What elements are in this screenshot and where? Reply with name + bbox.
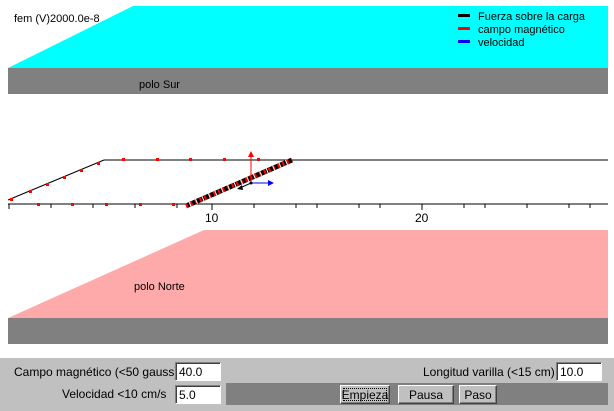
field-marker [97, 162, 100, 165]
field-strength-input[interactable] [175, 362, 221, 381]
rod-length-label: Longitud varilla (<15 cm) [423, 365, 555, 379]
field-marker [63, 176, 66, 179]
velocity-label: Velocidad <10 cm/s [62, 387, 167, 401]
legend: Fuerza sobre la carga campo magnético ve… [458, 11, 586, 49]
legend-label-force: Fuerza sobre la carga [478, 11, 586, 23]
north-pole-label: polo Norte [134, 281, 185, 293]
velocity-vector-arrowhead [268, 180, 274, 186]
field-marker [139, 203, 142, 206]
legend-swatch-velocity [458, 40, 470, 43]
force-vector-arrowhead [237, 185, 243, 190]
field-marker [46, 183, 49, 186]
field-marker [172, 203, 175, 206]
field-marker [189, 158, 192, 161]
field-marker [257, 158, 260, 161]
field-marker [10, 198, 13, 201]
field-strength-label: Campo magnético (<50 gauss) [14, 365, 179, 379]
legend-swatch-field [458, 27, 470, 30]
south-pole-face [8, 6, 608, 68]
field-marker [29, 190, 32, 193]
scale-tick-label-20: 20 [415, 211, 429, 225]
pause-button[interactable]: Pausa [398, 385, 454, 404]
field-marker [105, 203, 108, 206]
north-pole-face [8, 230, 608, 318]
field-vector-arrowhead [248, 151, 254, 157]
legend-label-field: campo magnético [478, 24, 565, 36]
scale-ticks [8, 204, 591, 210]
south-pole-label: polo Sur [139, 79, 180, 91]
scale-tick-label-10: 10 [205, 211, 219, 225]
emf-readout: fem (V)2000.0e-8 [14, 13, 100, 25]
step-button[interactable]: Paso [459, 385, 497, 404]
velocity-input[interactable] [175, 385, 221, 404]
moving-rod [185, 157, 293, 209]
field-markers [10, 158, 260, 206]
control-panel: Campo magnético (<50 gauss) Velocidad <1… [0, 358, 614, 411]
rails [7, 159, 608, 205]
start-button[interactable]: Empieza [340, 385, 390, 404]
field-marker [122, 158, 125, 161]
charge-vectors [237, 151, 274, 190]
field-marker [223, 158, 226, 161]
rod-length-input[interactable] [556, 362, 602, 381]
field-marker [80, 169, 83, 172]
field-marker [71, 203, 74, 206]
rail-slant [7, 159, 105, 201]
legend-label-velocity: velocidad [478, 37, 524, 49]
field-marker [37, 203, 40, 206]
legend-swatch-force [458, 14, 470, 17]
north-pole-base [8, 318, 608, 344]
charge [249, 181, 253, 185]
field-marker [156, 158, 159, 161]
south-pole-base [8, 68, 608, 94]
simulation-canvas: polo Sur fem (V)2000.0e-8 Fuerza sobre l… [7, 6, 608, 344]
